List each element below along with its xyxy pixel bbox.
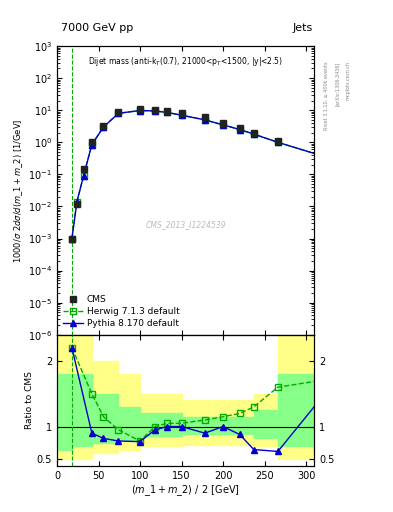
CMS (202, 114, 207, 120)
Line: CMS: CMS (68, 105, 323, 242)
CMS (179, 110, 184, 116)
Text: Jets: Jets (292, 23, 312, 33)
Pythia 8.170 default (252, 131, 256, 137)
Pythia 8.170 default (179, 112, 184, 118)
Pythia 8.170 default (90, 141, 94, 147)
Herwig 7.1.3 default (237, 126, 242, 133)
Pythia 8.170 default (138, 108, 142, 114)
Text: [arXiv:1306.3436]: [arXiv:1306.3436] (335, 61, 340, 106)
Text: mcplots.cern.ch: mcplots.cern.ch (345, 61, 350, 100)
CMS (101, 123, 106, 129)
Herwig 7.1.3 default (317, 152, 322, 158)
CMS (221, 120, 226, 126)
CMS (275, 138, 280, 144)
CMS (81, 166, 86, 172)
Herwig 7.1.3 default (221, 122, 226, 128)
Pythia 8.170 default (116, 110, 121, 116)
Herwig 7.1.3 default (70, 236, 74, 242)
CMS (116, 110, 121, 116)
Pythia 8.170 default (221, 122, 226, 128)
Pythia 8.170 default (165, 110, 170, 116)
Pythia 8.170 default (75, 199, 79, 205)
CMS (70, 236, 74, 242)
Herwig 7.1.3 default (101, 124, 106, 130)
CMS (90, 139, 94, 145)
Herwig 7.1.3 default (90, 141, 94, 147)
Pythia 8.170 default (275, 139, 280, 145)
Y-axis label: Ratio to CMS: Ratio to CMS (25, 371, 34, 429)
CMS (252, 130, 256, 136)
Pythia 8.170 default (70, 236, 74, 242)
Herwig 7.1.3 default (252, 131, 256, 137)
CMS (237, 125, 242, 131)
Herwig 7.1.3 default (75, 199, 79, 205)
Herwig 7.1.3 default (275, 139, 280, 145)
Herwig 7.1.3 default (116, 110, 121, 116)
Text: Dijet mass (anti-k$_T$(0.7), 21000<p$_T$<1500, |y|<2.5): Dijet mass (anti-k$_T$(0.7), 21000<p$_T$… (88, 55, 283, 68)
CMS (138, 106, 142, 112)
Pythia 8.170 default (317, 152, 322, 158)
Pythia 8.170 default (237, 126, 242, 133)
Herwig 7.1.3 default (81, 173, 86, 179)
CMS (317, 151, 322, 157)
Legend: CMS, Herwig 7.1.3 default, Pythia 8.170 default: CMS, Herwig 7.1.3 default, Pythia 8.170 … (61, 293, 181, 330)
Herwig 7.1.3 default (179, 112, 184, 118)
Line: Herwig 7.1.3 default: Herwig 7.1.3 default (69, 108, 322, 241)
Y-axis label: $1000/\sigma\ 2d\sigma/d(m\_1 + m\_2)$ [1/GeV]: $1000/\sigma\ 2d\sigma/d(m\_1 + m\_2)$ [… (13, 118, 25, 263)
Pythia 8.170 default (101, 124, 106, 130)
Herwig 7.1.3 default (138, 108, 142, 114)
CMS (75, 201, 79, 207)
Line: Pythia 8.170 default: Pythia 8.170 default (69, 108, 323, 242)
Text: CMS_2013_I1224539: CMS_2013_I1224539 (145, 221, 226, 229)
CMS (165, 108, 170, 114)
CMS (152, 106, 157, 113)
Pythia 8.170 default (152, 108, 157, 114)
Herwig 7.1.3 default (165, 110, 170, 116)
Text: 7000 GeV pp: 7000 GeV pp (61, 23, 133, 33)
Herwig 7.1.3 default (152, 108, 157, 114)
Pythia 8.170 default (81, 173, 86, 179)
Herwig 7.1.3 default (202, 117, 207, 123)
X-axis label: $(m\_1 + m\_2)\ /\ 2$ [GeV]: $(m\_1 + m\_2)\ /\ 2$ [GeV] (131, 483, 240, 498)
Text: Rivet 3.1.10, ≥ 400k events: Rivet 3.1.10, ≥ 400k events (324, 61, 329, 130)
Pythia 8.170 default (202, 117, 207, 123)
